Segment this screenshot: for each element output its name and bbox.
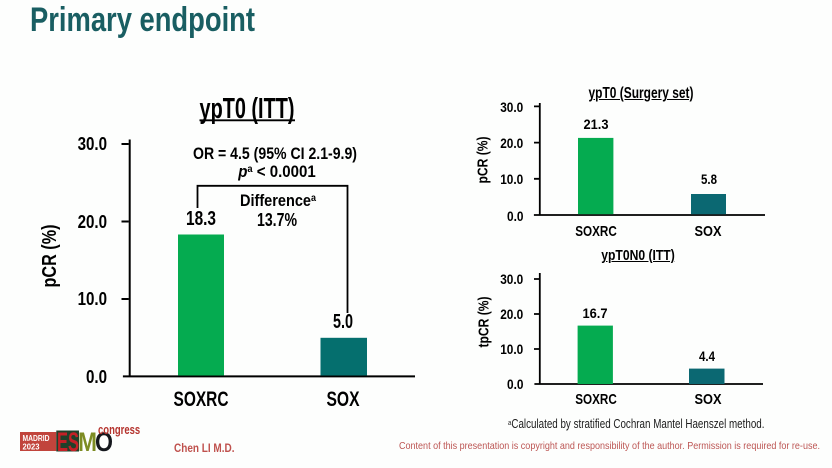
svg-text:MADRID: MADRID — [23, 434, 50, 443]
svg-text:O: O — [95, 427, 113, 457]
svg-text:M: M — [78, 427, 97, 457]
svg-text:ES: ES — [57, 427, 79, 457]
svg-text:2023: 2023 — [23, 443, 41, 452]
